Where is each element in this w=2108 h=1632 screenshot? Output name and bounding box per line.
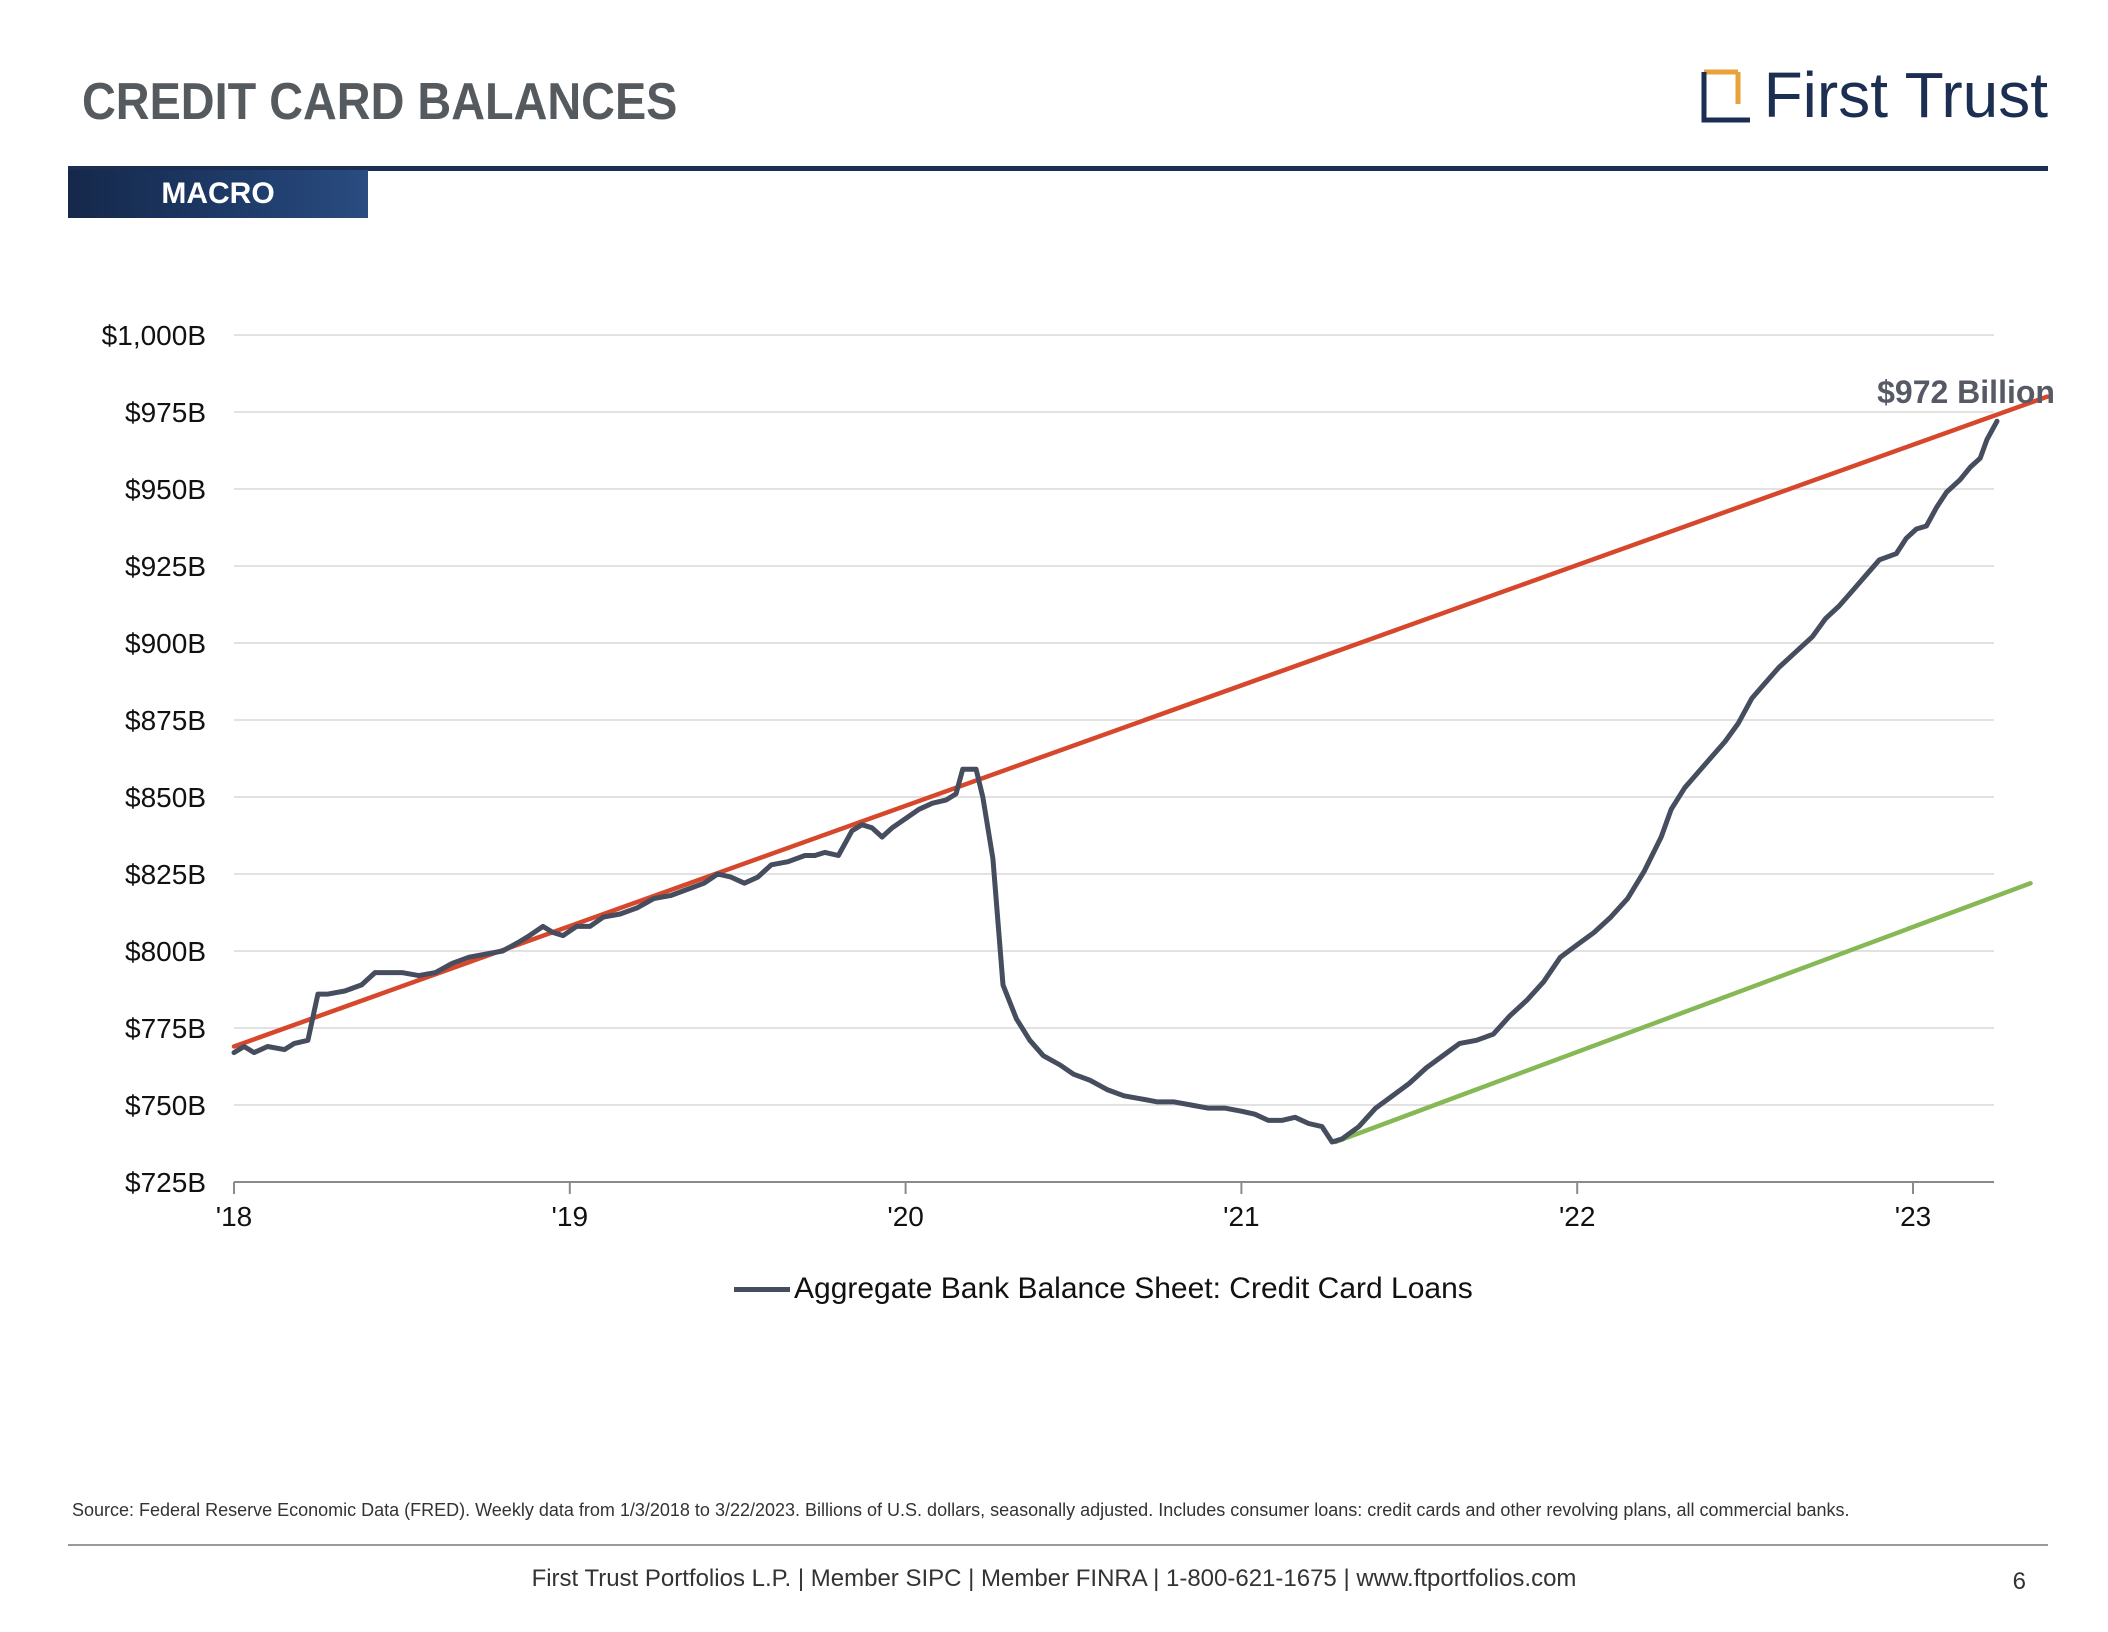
y-tick-label: $925B bbox=[125, 551, 206, 582]
bracket-square-icon bbox=[1701, 69, 1750, 123]
section-tab: MACRO bbox=[68, 170, 368, 218]
chart-annotations: $972 Billion bbox=[1877, 374, 2055, 410]
page-number: 6 bbox=[2012, 1568, 2026, 1595]
chart-series bbox=[231, 418, 2000, 1145]
page-title: CREDIT CARD BALANCES bbox=[82, 73, 678, 131]
y-tick-label: $725B bbox=[125, 1167, 206, 1198]
brand-logo: First Trust bbox=[1698, 59, 2048, 131]
y-tick-label: $750B bbox=[125, 1090, 206, 1121]
x-tick-label: '19 bbox=[552, 1201, 589, 1232]
chart-axes: $725B $750B $775B $800B $825B $850B $875B $900B… bbox=[102, 320, 1994, 1232]
x-tick-label: '18 bbox=[216, 1201, 253, 1232]
y-tick-label: $875B bbox=[125, 705, 206, 736]
y-tick-label: $850B bbox=[125, 782, 206, 813]
y-tick-label: $950B bbox=[125, 474, 206, 505]
trend-line-red bbox=[231, 394, 2050, 1049]
series-line-credit-card-loans bbox=[231, 418, 2000, 1145]
source-note: Source: Federal Reserve Economic Data (F… bbox=[72, 1500, 1850, 1520]
footer-company-line: First Trust Portfolios L.P. | Member SIP… bbox=[531, 1565, 1577, 1592]
x-tick-label: '23 bbox=[1895, 1201, 1932, 1232]
legend-swatch bbox=[734, 1286, 790, 1292]
y-tick-label: $1,000B bbox=[102, 320, 206, 351]
x-tick-label: '22 bbox=[1559, 1201, 1596, 1232]
y-tick-label: $800B bbox=[125, 936, 206, 967]
header-rule bbox=[68, 166, 2048, 171]
y-tick-label: $825B bbox=[125, 859, 206, 890]
chart-trend-lines bbox=[231, 394, 2050, 1145]
chart-legend: Aggregate Bank Balance Sheet: Credit Car… bbox=[734, 1272, 1473, 1306]
legend-label: Aggregate Bank Balance Sheet: Credit Car… bbox=[794, 1272, 1473, 1305]
annotation-last-value: $972 Billion bbox=[1877, 374, 2055, 410]
chart-grid bbox=[234, 334, 1994, 1106]
y-tick-label: $900B bbox=[125, 628, 206, 659]
trend-line-green bbox=[1333, 880, 2033, 1145]
footer-rule bbox=[68, 1544, 2048, 1546]
x-tick-label: '21 bbox=[1223, 1201, 1260, 1232]
y-tick-label: $975B bbox=[125, 397, 206, 428]
logo-text: First Trust bbox=[1763, 59, 2048, 131]
x-tick-label: '20 bbox=[887, 1201, 924, 1232]
y-tick-label: $775B bbox=[125, 1013, 206, 1044]
section-tab-label: MACRO bbox=[161, 177, 275, 210]
